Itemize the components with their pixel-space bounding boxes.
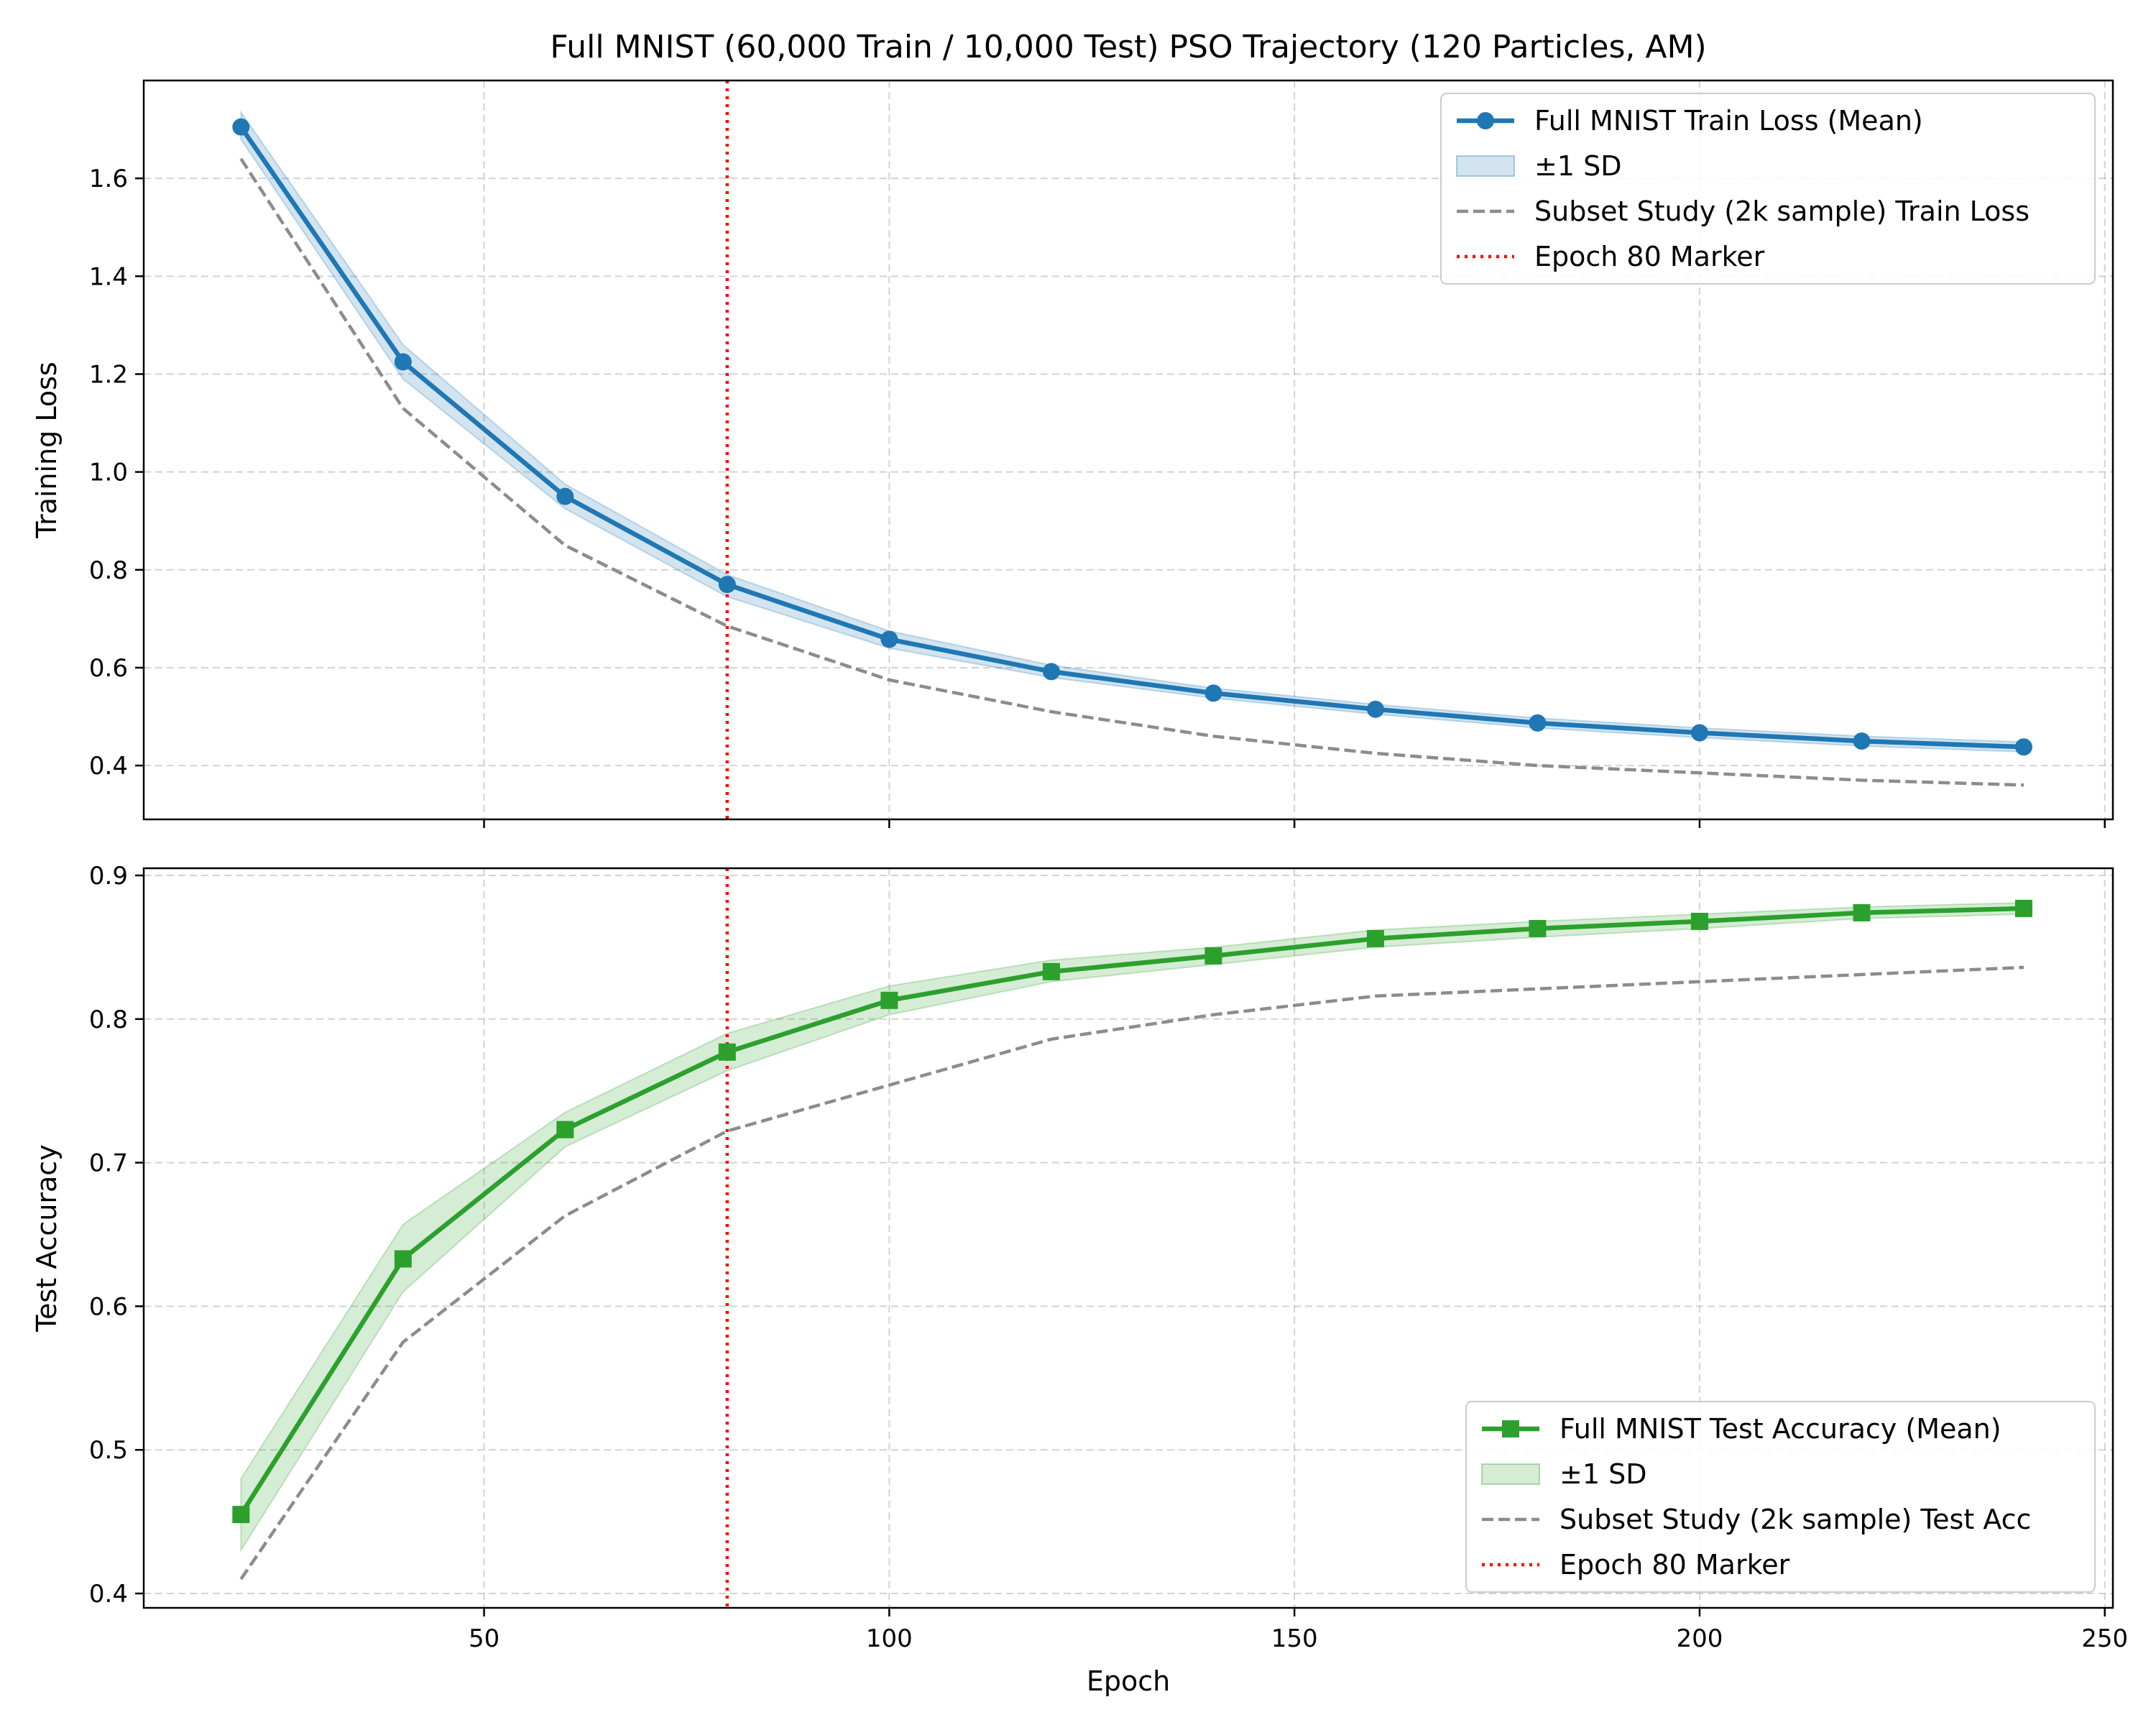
y-tick-label: 0.8 — [89, 1006, 128, 1034]
y-tick-label: 0.7 — [89, 1149, 128, 1178]
legend-label: Full MNIST Test Accuracy (Mean) — [1560, 1413, 2001, 1445]
mean-line — [239, 125, 2024, 750]
x-tick-label: 200 — [1676, 1624, 1723, 1653]
legend-marker — [1477, 112, 1494, 129]
plot-area — [232, 80, 2032, 819]
subset-line — [239, 157, 2024, 787]
y-tick-label: 0.6 — [89, 654, 128, 683]
data-point — [1529, 714, 1547, 732]
y-tick-label: 0.9 — [89, 862, 128, 891]
legend-label: ±1 SD — [1534, 150, 1621, 182]
data-point — [880, 630, 898, 648]
data-point — [1204, 684, 1222, 702]
data-point — [1366, 700, 1384, 718]
y-tick-label: 1.4 — [89, 262, 128, 291]
data-point — [1853, 732, 1871, 750]
legend-label: Subset Study (2k sample) Train Loss — [1534, 196, 2030, 227]
data-point — [232, 1506, 250, 1524]
data-point — [556, 487, 574, 505]
plot-area — [232, 868, 2032, 1608]
data-point — [394, 353, 412, 371]
y-tick-label: 0.6 — [89, 1292, 128, 1321]
training-loss-panel: 0.4 0.6 0.8 1.0 1.2 1.4 1.6 Training Loss Full M… — [31, 79, 2114, 828]
y-tick-label: 1.2 — [89, 360, 128, 389]
y-tick-label: 0.5 — [89, 1436, 128, 1465]
mean-line — [239, 906, 2024, 1516]
data-point — [718, 1043, 736, 1061]
y-tick-label: 0.4 — [89, 1580, 128, 1609]
legend-marker — [1502, 1420, 1519, 1438]
data-point — [394, 1250, 412, 1268]
data-point — [1853, 903, 1871, 921]
legend: Full MNIST Test Accuracy (Mean) ±1 SD Subs… — [1465, 1401, 2096, 1593]
data-point — [1529, 919, 1547, 937]
legend-band-swatch — [1481, 1463, 1540, 1485]
legend: Full MNIST Train Loss (Mean) ±1 SD Subset … — [1440, 93, 2096, 285]
legend-band-swatch — [1456, 155, 1515, 177]
data-point — [2014, 899, 2032, 917]
data-point — [2014, 738, 2032, 756]
legend-box — [1465, 1401, 2096, 1593]
y-axis-label: Training Loss — [31, 362, 63, 538]
x-tick-label: 250 — [2081, 1624, 2128, 1653]
x-tick-label: 100 — [866, 1624, 913, 1653]
data-point — [1042, 962, 1060, 980]
x-axis-label: Epoch — [1087, 1665, 1170, 1697]
y-axis-label: Test Accuracy — [31, 1144, 63, 1332]
y-tick-label: 0.4 — [89, 752, 128, 781]
y-tick-label: 1.6 — [89, 165, 128, 193]
legend-label: Epoch 80 Marker — [1534, 241, 1765, 272]
legend-label: ±1 SD — [1560, 1458, 1646, 1490]
legend-box — [1440, 93, 2096, 285]
data-point — [880, 991, 898, 1009]
subset-line — [239, 965, 2024, 1581]
data-point — [1366, 929, 1384, 947]
y-tick-label: 1.0 — [89, 459, 128, 487]
data-point — [556, 1121, 574, 1138]
plot-frame — [142, 79, 2114, 821]
y-tick-label: 0.8 — [89, 556, 128, 585]
data-point — [718, 576, 736, 594]
figure-title: Full MNIST (60,000 Train / 10,000 Test) … — [550, 29, 1706, 65]
legend-label: Full MNIST Train Loss (Mean) — [1534, 105, 1923, 137]
test-accuracy-panel: 0.4 0.5 0.6 0.7 0.8 0.9 50 100 150 200 250 Test Acc… — [31, 862, 2128, 1653]
data-point — [1690, 912, 1708, 930]
x-tick-label: 150 — [1271, 1624, 1318, 1653]
data-point — [1042, 663, 1060, 681]
data-point — [232, 118, 250, 136]
legend-label: Subset Study (2k sample) Test Acc — [1560, 1504, 2031, 1535]
plot-frame — [142, 867, 2114, 1609]
legend-label: Epoch 80 Marker — [1560, 1549, 1790, 1581]
data-point — [1204, 947, 1222, 965]
data-point — [1690, 724, 1708, 742]
x-tick-label: 50 — [469, 1624, 499, 1653]
